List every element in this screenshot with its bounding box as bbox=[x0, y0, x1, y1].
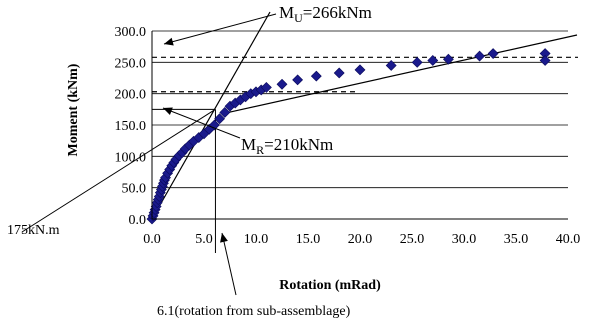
mu-letter: M bbox=[279, 3, 294, 22]
y-tick-label-5: 250.0 bbox=[115, 56, 147, 71]
data-point-48 bbox=[487, 48, 499, 59]
x-tick-label-8: 40.0 bbox=[556, 232, 581, 247]
data-point-42 bbox=[354, 64, 366, 76]
data-point-29 bbox=[219, 107, 231, 118]
data-point-50 bbox=[539, 55, 551, 66]
data-point-43 bbox=[385, 60, 397, 71]
data-point-38 bbox=[276, 78, 288, 90]
mr-letter: M bbox=[241, 135, 256, 154]
x-tick-label-2: 10.0 bbox=[244, 232, 269, 247]
tick-labels: 0.0 50.0 100.0 150.0 200.0 250.0 300.0 0.0 5.0 10… bbox=[115, 25, 581, 247]
x-tick-label-1: 5.0 bbox=[195, 232, 213, 247]
grid-lines bbox=[152, 30, 568, 220]
mu-annotation: MU=266kNm bbox=[279, 3, 372, 25]
x-axis-title: Rotation (mRad) bbox=[279, 278, 381, 293]
annotation-arrows bbox=[162, 13, 277, 296]
data-point-37 bbox=[260, 81, 272, 93]
mr-arrow-shaft bbox=[162, 107, 241, 139]
mu-subscript: U bbox=[294, 11, 303, 25]
y-axis-title: Moment (kNm) bbox=[66, 63, 81, 156]
y-tick-label-1: 50.0 bbox=[122, 182, 147, 197]
x-tick-label-5: 25.0 bbox=[400, 232, 425, 247]
bottom-annotation-rotation: 6.1(rotation from sub-assemblage) bbox=[157, 304, 351, 319]
y-tick-label-4: 200.0 bbox=[115, 88, 147, 103]
data-point-46 bbox=[442, 53, 454, 65]
rotation-arrow-head bbox=[220, 233, 228, 243]
x-tick-label-7: 35.0 bbox=[504, 232, 529, 247]
rotation-drop-lines bbox=[152, 108, 216, 253]
rotation-arrow-shaft bbox=[221, 232, 237, 296]
data-point-47 bbox=[474, 50, 486, 62]
x-tick-label-4: 20.0 bbox=[348, 232, 373, 247]
data-point-40 bbox=[310, 70, 322, 82]
x-tick-label-3: 15.0 bbox=[296, 232, 321, 247]
mr-annotation: MR=210kNm bbox=[241, 135, 333, 157]
data-point-39 bbox=[292, 74, 304, 86]
y-tick-label-3: 150.0 bbox=[115, 119, 147, 134]
data-point-44 bbox=[411, 56, 423, 68]
left-annotation-175: 175kN.m bbox=[7, 223, 60, 238]
y-tick-label-2: 100.0 bbox=[115, 150, 147, 165]
x-tick-label-6: 30.0 bbox=[452, 232, 477, 247]
data-point-41 bbox=[333, 67, 345, 79]
y-tick-label-6: 300.0 bbox=[115, 25, 147, 40]
mr-arrow-head bbox=[163, 107, 173, 115]
mu-arrow-head bbox=[164, 37, 174, 46]
mu-value: =266kNm bbox=[303, 3, 372, 22]
axes bbox=[151, 31, 568, 220]
data-point-45 bbox=[427, 55, 439, 66]
data-point-28 bbox=[214, 113, 226, 125]
y-tick-label-0: 0.0 bbox=[129, 213, 147, 228]
secant-line bbox=[151, 11, 271, 220]
trend-line bbox=[222, 34, 578, 115]
mr-value: =210kNm bbox=[264, 135, 333, 154]
mu-arrow-shaft bbox=[163, 13, 277, 45]
x-tick-label-0: 0.0 bbox=[143, 232, 161, 247]
data-markers bbox=[146, 48, 551, 225]
arrow-175-line bbox=[21, 108, 216, 233]
mr-subscript: R bbox=[256, 143, 264, 157]
